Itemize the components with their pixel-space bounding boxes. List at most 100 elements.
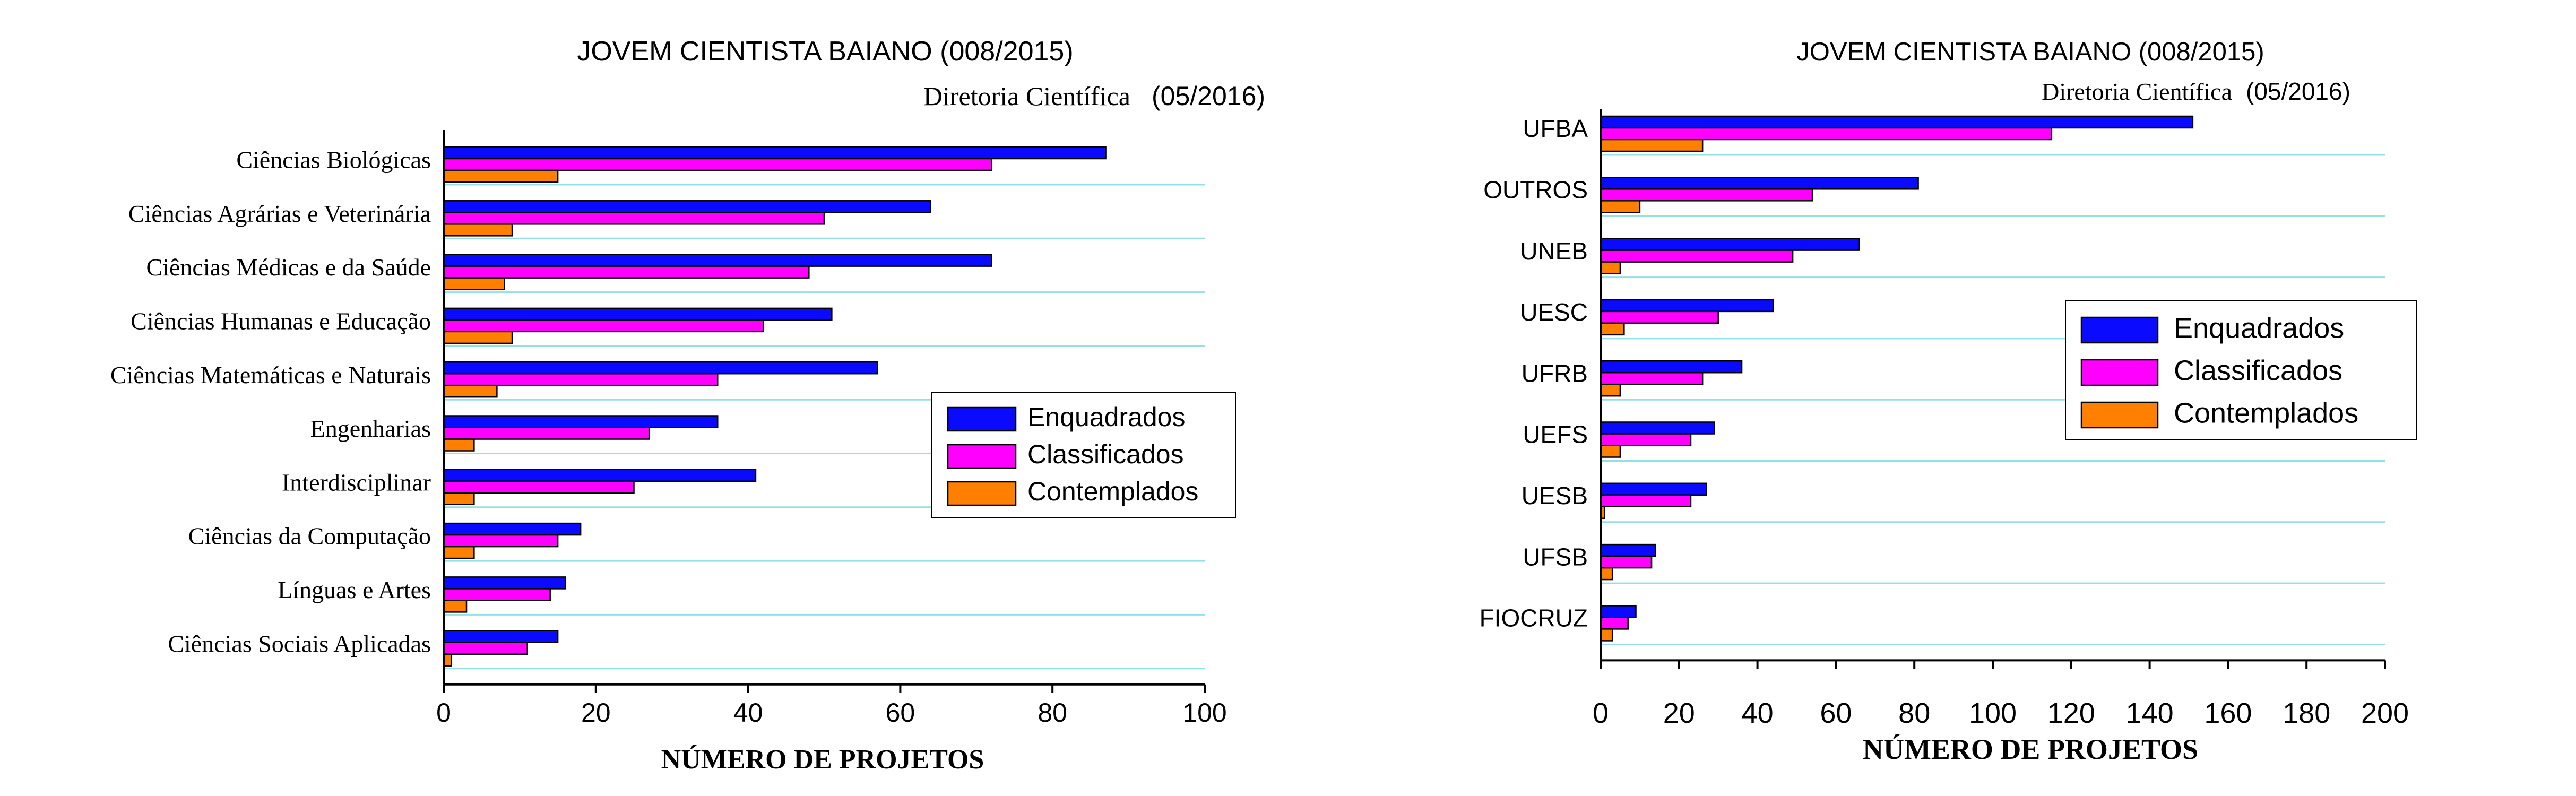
bar-classificados-2 — [1600, 249, 1794, 263]
category-label: Ciências Médicas e da Saúde — [146, 254, 431, 281]
bar-contemplados-0 — [443, 169, 559, 183]
x-tick-label: 20 — [581, 698, 611, 728]
category-label: Línguas e Artes — [278, 576, 431, 603]
bar-classificados-6 — [1600, 494, 1692, 508]
category-label: OUTROS — [1483, 176, 1588, 203]
category-label: Ciências da Computação — [188, 523, 431, 550]
x-tick-label: 20 — [1663, 697, 1695, 729]
chart-title: JOVEM CIENTISTA BAIANO (008/2015) — [1796, 38, 2264, 66]
x-tick-label: 0 — [1593, 697, 1609, 729]
bar-classificados-4 — [1600, 371, 1704, 385]
category-label: UFRB — [1522, 359, 1588, 387]
bar-classificados-4 — [443, 373, 719, 386]
bar-enquadrados-3 — [1600, 299, 1774, 313]
bar-contemplados-9 — [443, 653, 452, 667]
bar-classificados-0 — [1600, 127, 2053, 141]
legend-swatch-contemplados — [947, 481, 1017, 506]
category-label: UFBA — [1523, 115, 1588, 142]
legend-label-enquadrados: Enquadrados — [1027, 402, 1185, 432]
category-label: UESC — [1520, 298, 1588, 326]
bar-enquadrados-5 — [443, 415, 719, 428]
x-tick-label: 40 — [1742, 697, 1774, 729]
chart-subtitle-label: Diretoria Científica — [2042, 78, 2232, 105]
x-axis-label: NÚMERO DE PROJETOS — [661, 744, 984, 775]
bar-classificados-9 — [443, 642, 528, 655]
category-label: Ciências Humanas e Educação — [131, 307, 431, 334]
bar-classificados-7 — [1600, 555, 1653, 569]
bar-contemplados-2 — [1600, 261, 1621, 274]
chart-right: JOVEM CIENTISTA BAIANO (008/2015) Diretor… — [1480, 38, 2417, 765]
bar-enquadrados-4 — [443, 361, 878, 375]
chart-subtitle-date: (05/2016) — [2246, 77, 2350, 105]
bar-contemplados-3 — [1600, 322, 1625, 336]
bar-contemplados-0 — [1600, 139, 1704, 152]
bar-enquadrados-1 — [1600, 177, 1919, 190]
bar-contemplados-7 — [443, 546, 475, 559]
bar-contemplados-2 — [443, 277, 505, 290]
bar-enquadrados-4 — [1600, 360, 1743, 374]
legend: Enquadrados Classificados Contemplados — [2065, 300, 2417, 440]
bar-contemplados-5 — [1600, 445, 1621, 458]
bar-classificados-8 — [1600, 617, 1629, 630]
legend-swatch-enquadrados — [947, 406, 1017, 432]
legend-label-contemplados: Contemplados — [1027, 477, 1198, 506]
bar-contemplados-8 — [1600, 628, 1613, 642]
bar-classificados-0 — [443, 158, 992, 171]
x-tick-label: 120 — [2047, 697, 2095, 729]
bar-contemplados-8 — [443, 600, 468, 613]
bar-enquadrados-3 — [443, 307, 833, 321]
category-label: Ciências Agrárias e Veterinária — [128, 200, 431, 227]
bar-enquadrados-2 — [1600, 238, 1860, 251]
category-label: UFSB — [1523, 543, 1588, 570]
bar-classificados-5 — [443, 427, 650, 440]
bar-enquadrados-5 — [1600, 421, 1715, 435]
x-tick-label: 60 — [1820, 697, 1852, 729]
bar-classificados-2 — [443, 265, 810, 279]
bar-classificados-1 — [1600, 188, 1813, 202]
x-tick-label: 40 — [733, 698, 763, 728]
bar-classificados-3 — [443, 319, 764, 333]
legend-label-classificados: Classificados — [2174, 354, 2342, 386]
x-axis-label: NÚMERO DE PROJETOS — [1863, 733, 2198, 765]
x-tick-label: 160 — [2204, 697, 2252, 729]
bar-enquadrados-8 — [1600, 605, 1637, 618]
bar-enquadrados-6 — [1600, 482, 1707, 496]
x-tick-label: 80 — [1898, 697, 1930, 729]
category-label: Ciências Matemáticas e Naturais — [110, 361, 431, 388]
bar-enquadrados-2 — [443, 254, 992, 267]
legend-swatch-contemplados — [2080, 401, 2159, 429]
bar-enquadrados-1 — [443, 200, 932, 213]
bar-enquadrados-7 — [1600, 543, 1656, 557]
category-label: UNEB — [1520, 237, 1588, 265]
bar-contemplados-7 — [1600, 567, 1613, 581]
x-tick-label: 200 — [2361, 697, 2409, 729]
bar-enquadrados-7 — [443, 522, 582, 536]
bar-contemplados-4 — [1600, 383, 1621, 397]
chart-title: JOVEM CIENTISTA BAIANO (008/2015) — [577, 36, 1073, 67]
category-label: UEFS — [1523, 421, 1588, 448]
legend-swatch-enquadrados — [2080, 316, 2159, 344]
chart-subtitle-label: Diretoria Científica — [923, 81, 1130, 111]
x-tick-label: 140 — [2126, 697, 2174, 729]
category-label: FIOCRUZ — [1480, 604, 1588, 632]
bar-enquadrados-8 — [443, 576, 566, 590]
x-tick-label: 180 — [2283, 697, 2330, 729]
legend-label-classificados: Classificados — [1027, 439, 1184, 469]
legend-label-contemplados: Contemplados — [2174, 397, 2358, 429]
bar-contemplados-3 — [443, 331, 513, 344]
bar-classificados-1 — [443, 212, 825, 225]
bar-classificados-6 — [443, 480, 635, 494]
bar-contemplados-5 — [443, 438, 475, 452]
x-tick-label: 60 — [886, 698, 915, 728]
bar-contemplados-6 — [443, 492, 475, 506]
x-tick-label: 80 — [1038, 698, 1067, 728]
bar-classificados-7 — [443, 534, 559, 548]
bar-enquadrados-6 — [443, 469, 757, 482]
bar-enquadrados-0 — [443, 146, 1107, 160]
category-label: Ciências Sociais Aplicadas — [168, 630, 431, 657]
bar-enquadrados-0 — [1600, 115, 2194, 129]
x-tick-label: 0 — [436, 698, 451, 728]
legend-label-enquadrados: Enquadrados — [2174, 312, 2344, 344]
bar-contemplados-1 — [1600, 200, 1641, 213]
